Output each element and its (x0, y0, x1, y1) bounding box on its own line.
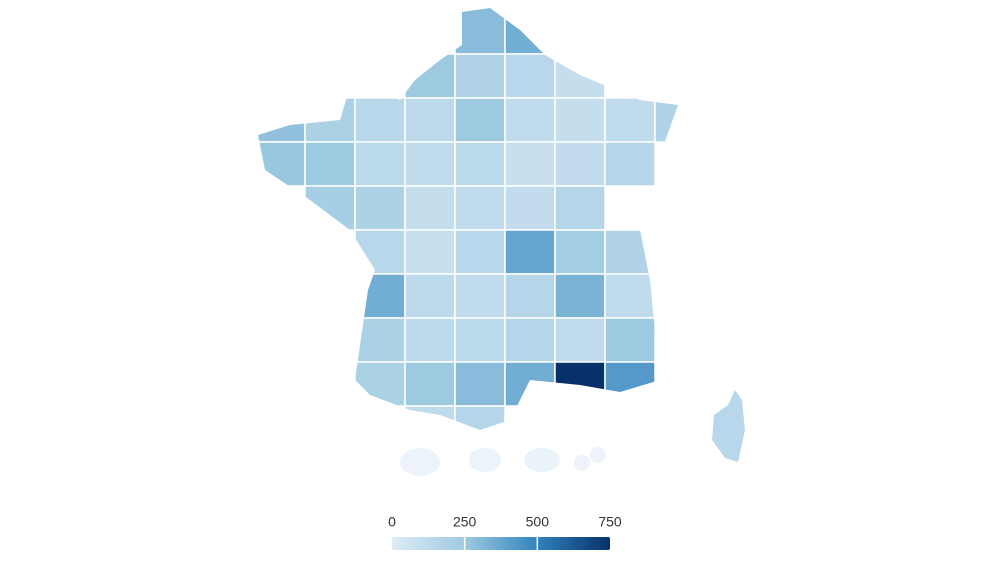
department (604, 361, 656, 407)
department (304, 141, 356, 187)
department (404, 97, 456, 143)
department (354, 273, 406, 319)
department (454, 317, 506, 363)
department (712, 390, 745, 462)
department (554, 273, 606, 319)
department (354, 185, 406, 231)
department (354, 229, 406, 275)
department (524, 448, 560, 472)
department (454, 53, 506, 99)
department (504, 361, 556, 407)
department (304, 97, 356, 143)
department (504, 53, 556, 99)
department (504, 229, 556, 275)
department (354, 141, 406, 187)
department (404, 229, 456, 275)
department (404, 317, 456, 363)
department (554, 229, 606, 275)
department (604, 273, 656, 319)
department (504, 273, 556, 319)
department (504, 317, 556, 363)
department (404, 185, 456, 231)
tick-label: 0 (388, 514, 396, 530)
department (258, 141, 306, 187)
department (454, 141, 506, 187)
department (554, 185, 606, 231)
department (404, 53, 456, 99)
department (554, 141, 606, 187)
department (454, 97, 506, 143)
department (258, 97, 306, 143)
department (604, 141, 656, 187)
department (590, 447, 606, 463)
department (454, 8, 506, 55)
corsica (712, 390, 745, 462)
department (354, 361, 406, 407)
department (554, 317, 606, 363)
department (654, 97, 680, 143)
department (454, 185, 506, 231)
department (604, 229, 656, 275)
department (400, 448, 440, 476)
department (469, 448, 501, 472)
department (454, 229, 506, 275)
legend: 0 250 500 750 (388, 514, 622, 550)
department (504, 8, 556, 55)
department (454, 361, 506, 407)
department (574, 455, 590, 471)
color-bar (392, 537, 610, 550)
mainland (258, 8, 680, 430)
department (554, 361, 606, 407)
tick-label: 250 (453, 514, 477, 530)
department (504, 141, 556, 187)
department (554, 97, 606, 143)
department (404, 273, 456, 319)
tick-label: 500 (526, 514, 550, 530)
department (604, 317, 656, 363)
tick-label: 750 (598, 514, 622, 530)
department (554, 53, 606, 99)
department (504, 185, 556, 231)
department (304, 185, 356, 231)
department (604, 97, 656, 143)
department (404, 141, 456, 187)
department (504, 97, 556, 143)
department (404, 361, 456, 407)
department (454, 273, 506, 319)
department (354, 97, 406, 143)
overseas (400, 447, 606, 476)
department (354, 317, 406, 363)
